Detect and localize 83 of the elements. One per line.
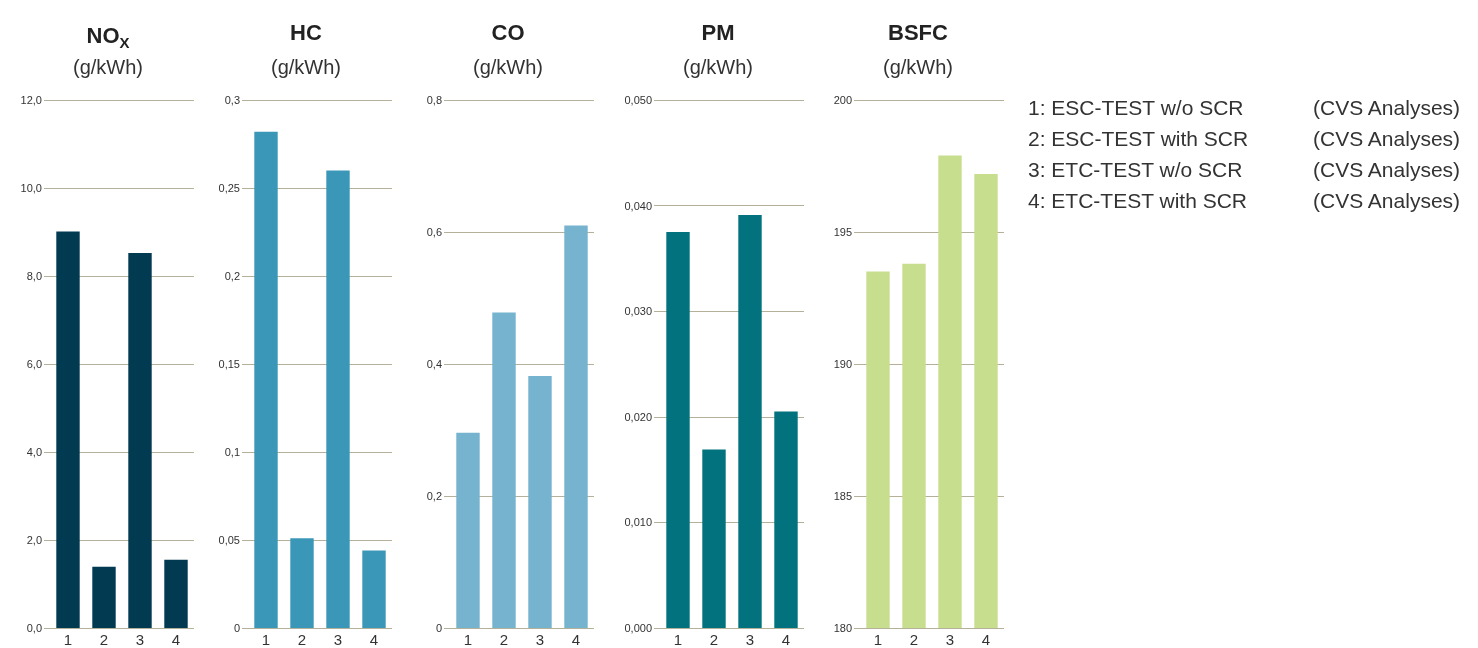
x-tick-label: 4 — [571, 631, 581, 648]
bar — [326, 170, 350, 628]
x-tick-label: 4 — [781, 631, 791, 648]
x-tick-label: 4 — [171, 631, 181, 648]
y-tick-label: 0,000 — [624, 622, 652, 634]
bar — [56, 231, 80, 628]
bar — [738, 215, 762, 628]
bar — [456, 432, 480, 628]
chart-title: BSFC — [888, 19, 949, 45]
y-tick-label: 12,0 — [20, 94, 42, 106]
chart-title: HC — [290, 19, 322, 45]
bar — [92, 566, 116, 628]
y-tick-label: 0,6 — [426, 226, 442, 238]
y-tick-label: 10,0 — [20, 182, 42, 194]
text: (CVS Analyses) — [1313, 95, 1461, 121]
y-tick-label: 0,1 — [224, 446, 240, 458]
chart-subtitle: (g/kWh) — [883, 56, 953, 78]
bar — [362, 550, 386, 628]
text: (CVS Analyses) — [1313, 157, 1461, 183]
y-tick-label: 0,0 — [26, 622, 42, 634]
y-tick-label: 195 — [833, 226, 852, 238]
y-tick-label: 0,050 — [624, 94, 652, 106]
y-tick-label: 8,0 — [26, 270, 42, 282]
y-tick-label: 4,0 — [26, 446, 42, 458]
x-tick-label: 3 — [535, 631, 545, 648]
bar — [164, 559, 188, 628]
x-tick-label: 4 — [369, 631, 379, 648]
x-tick-label: 1 — [873, 631, 883, 648]
x-tick-label: 3 — [135, 631, 145, 648]
y-tick-label: 185 — [833, 490, 852, 502]
y-tick-label: 0,030 — [624, 305, 652, 318]
y-tick-label: 0 — [435, 622, 442, 634]
y-tick-label: 2,0 — [26, 534, 42, 546]
x-tick-label: 3 — [945, 631, 955, 648]
y-tick-label: 0,040 — [624, 199, 652, 212]
chart-title: PM — [701, 19, 735, 45]
text: (CVS Analyses) — [1313, 188, 1461, 214]
bar — [528, 375, 552, 628]
text: 2: ESC-TEST with SCR — [1028, 126, 1250, 152]
x-tick-label: 4 — [981, 631, 991, 648]
bar — [492, 312, 516, 628]
y-tick-label: 0,8 — [426, 94, 442, 106]
y-tick-label: 0,15 — [218, 358, 240, 370]
y-tick-label: 0,2 — [426, 490, 442, 502]
bar — [254, 131, 278, 628]
bar — [564, 225, 588, 628]
x-tick-label: 2 — [99, 631, 109, 648]
y-tick-label: 0,3 — [224, 94, 240, 106]
y-tick-label: 0 — [233, 622, 240, 634]
x-tick-label: 3 — [745, 631, 755, 648]
y-tick-label: 0,010 — [624, 516, 652, 529]
chart-subtitle: (g/kWh) — [473, 56, 543, 78]
text: 3: ETC-TEST w/o SCR — [1028, 157, 1244, 183]
chart-title: CO — [491, 19, 525, 45]
text: 1: ESC-TEST w/o SCR — [1028, 95, 1245, 121]
y-tick-label: 6,0 — [26, 358, 42, 370]
x-tick-label: 1 — [673, 631, 683, 648]
y-tick-label: 180 — [833, 622, 852, 634]
x-tick-label: 2 — [709, 631, 719, 648]
y-tick-label: 0,25 — [218, 182, 240, 194]
bar — [290, 538, 314, 628]
y-tick-label: 0,020 — [624, 410, 652, 423]
bar — [128, 253, 152, 628]
x-tick-label: 1 — [463, 631, 473, 648]
bar — [666, 232, 690, 628]
x-tick-label: 2 — [297, 631, 307, 648]
text: (CVS Analyses) — [1313, 126, 1461, 152]
y-tick-label: 0,05 — [218, 534, 240, 546]
chart-subtitle: (g/kWh) — [271, 56, 341, 78]
bar — [702, 449, 726, 628]
chart-subtitle: (g/kWh) — [73, 56, 143, 78]
chart-subtitle: (g/kWh) — [683, 56, 753, 78]
y-tick-label: 0,2 — [224, 270, 240, 282]
x-tick-label: 3 — [333, 631, 343, 648]
x-tick-label: 2 — [499, 631, 509, 648]
text: 4: ETC-TEST with SCR — [1028, 188, 1248, 214]
x-tick-label: 1 — [261, 631, 271, 648]
y-tick-label: 200 — [833, 94, 852, 106]
x-tick-label: 2 — [909, 631, 919, 648]
x-tick-label: 1 — [63, 631, 73, 648]
y-tick-label: 0,4 — [426, 358, 442, 370]
bar — [774, 411, 798, 628]
y-tick-label: 190 — [833, 358, 852, 370]
